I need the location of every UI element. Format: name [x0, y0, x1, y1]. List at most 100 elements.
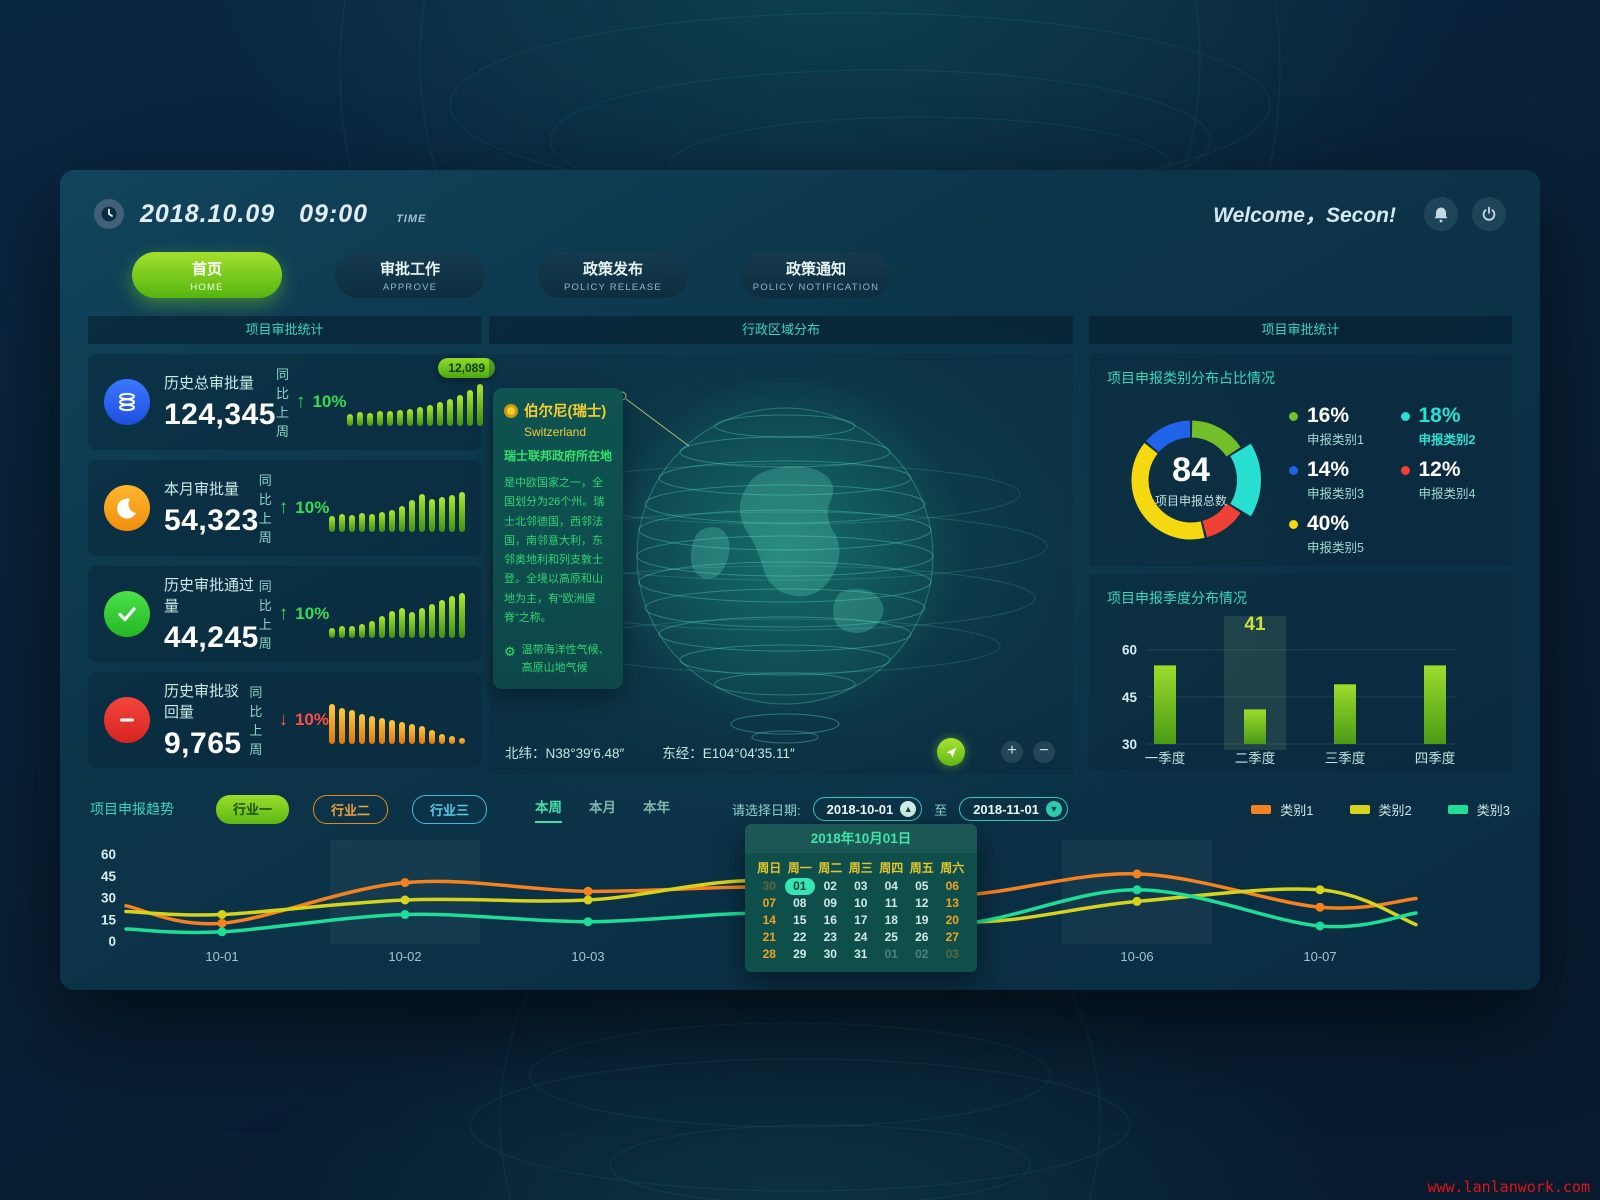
legend-item-category1[interactable]: 16% 申报类别1: [1289, 404, 1383, 448]
industry2-button[interactable]: 行业二: [313, 794, 389, 824]
svg-text:60: 60: [1122, 643, 1137, 658]
calendar-weekday: 周三: [848, 861, 873, 875]
calendar-day[interactable]: 28: [762, 947, 776, 961]
date-to-label: 至: [934, 802, 948, 818]
trend-section: 项目申报趋势 行业一 行业二 行业三 本周 本月 本年 请选择日期: 2018-…: [88, 794, 1512, 972]
compare-percent: 10%: [312, 392, 347, 411]
trend-legend-category1[interactable]: 类别1: [1251, 800, 1314, 819]
calendar-day[interactable]: 02: [915, 947, 929, 961]
calendar-day[interactable]: 16: [823, 913, 837, 927]
calendar-day[interactable]: 22: [793, 930, 807, 944]
calendar-popup: 2018年10月01日 周日 周一 周二 周三 周四 周五 周六 30 01 02 03 04 05 06…: [745, 824, 977, 972]
calendar-weekday: 周四: [879, 861, 904, 875]
legend-label: 申报类别3: [1307, 487, 1364, 502]
trend-legend-category3[interactable]: 类别3: [1447, 800, 1510, 819]
calendar-day[interactable]: 08: [793, 896, 807, 910]
zoom-out-button[interactable]: −: [1033, 741, 1055, 763]
trend-legend: 类别1 类别2 类别3: [1251, 800, 1510, 819]
donut-total-value: 84: [1172, 451, 1210, 489]
calendar-day[interactable]: 19: [915, 913, 929, 927]
legend-dot: [1289, 411, 1298, 421]
nav-policy-release[interactable]: 政策发布 POLICY RELEASE: [538, 252, 688, 298]
industry3-button[interactable]: 行业三: [412, 794, 488, 824]
nav-approve-sublabel: APPROVE: [382, 281, 438, 293]
calendar-day[interactable]: 02: [823, 879, 837, 893]
calendar-day[interactable]: 01: [784, 878, 815, 895]
tab-this-year[interactable]: 本年: [643, 799, 671, 815]
calendar-day[interactable]: 30: [762, 879, 776, 893]
legend-item-category3[interactable]: 14% 申报类别3: [1289, 458, 1383, 502]
nav-approve[interactable]: 审批工作 APPROVE: [335, 252, 485, 298]
svg-text:三季度: 三季度: [1325, 751, 1366, 766]
calendar-day[interactable]: 01: [884, 947, 898, 961]
main-nav: 首页 HOME 审批工作 APPROVE 政策发布 POLICY RELEASE…: [132, 252, 1512, 298]
legend-percent: 14%: [1307, 457, 1350, 481]
legend-dot: [1289, 520, 1298, 530]
calendar-day[interactable]: 12: [915, 896, 929, 910]
calendar-day[interactable]: 25: [884, 930, 898, 944]
calendar-day[interactable]: 09: [823, 896, 837, 910]
nav-policy-notification-label: 政策通知: [785, 260, 846, 278]
nav-policy-notification-sublabel: POLICY NOTIFICATION: [752, 281, 880, 293]
calendar-day[interactable]: 23: [823, 930, 837, 944]
svg-text:二季度: 二季度: [1235, 751, 1276, 766]
calendar-day[interactable]: 14: [762, 913, 776, 927]
nav-policy-notification[interactable]: 政策通知 POLICY NOTIFICATION: [741, 252, 891, 298]
calendar-day[interactable]: 03: [945, 947, 959, 961]
legend-percent: 12%: [1418, 457, 1461, 481]
tooltip-title: 伯尔尼(瑞士): [524, 404, 607, 420]
calendar-day[interactable]: 29: [793, 947, 807, 961]
power-button[interactable]: [1472, 197, 1506, 231]
legend-label: 申报类别4: [1418, 487, 1476, 502]
tab-this-week[interactable]: 本周: [535, 796, 563, 823]
calendar-day[interactable]: 27: [945, 930, 959, 944]
compare-label: 同比上周: [258, 579, 272, 651]
top-bar: 2018.10.09 09:00 TIME Welcome，Secon!: [88, 192, 1512, 236]
calendar-day[interactable]: 31: [854, 947, 868, 961]
bell-icon: [1434, 207, 1448, 222]
locate-button[interactable]: [937, 738, 965, 766]
calendar-day[interactable]: 11: [884, 896, 898, 910]
nav-home[interactable]: 首页 HOME: [132, 252, 282, 298]
legend-item-category2[interactable]: 18% 申报类别2: [1400, 404, 1495, 448]
date-from-picker[interactable]: 2018-10-01 ▲: [812, 797, 923, 821]
stat-title: 历史审批驳回量: [164, 682, 240, 721]
calendar-day[interactable]: 04: [884, 879, 898, 893]
calendar-day[interactable]: 21: [762, 930, 776, 944]
tab-this-month[interactable]: 本月: [589, 799, 617, 815]
legend-item-category5[interactable]: 40% 申报类别5: [1289, 512, 1383, 556]
calendar-day[interactable]: 18: [884, 913, 898, 927]
calendar-day[interactable]: 20: [945, 913, 959, 927]
calendar-day[interactable]: 03: [854, 879, 868, 893]
calendar-day[interactable]: 05: [915, 879, 929, 893]
stat-card-month-approvals: 本月审批量 54,323 同比上周 ↑ 10%: [88, 460, 481, 556]
date-to-picker[interactable]: 2018-11-01 ▼: [959, 797, 1068, 821]
stat-value: 54,323: [164, 504, 259, 537]
notifications-button[interactable]: [1424, 197, 1458, 231]
calendar-day[interactable]: 15: [793, 913, 807, 927]
calendar-day[interactable]: 26: [915, 930, 929, 944]
legend-swatch: [1349, 804, 1370, 814]
calendar-day[interactable]: 17: [854, 913, 868, 927]
calendar-day[interactable]: 13: [945, 896, 959, 910]
zoom-in-button[interactable]: +: [1001, 741, 1023, 763]
date-text: 2018.10.09: [140, 199, 276, 228]
tooltip-description: 是中欧国家之一，全国划分为26个州。瑞士北邻德国，西邻法国，南邻意大利，东邻奥地…: [504, 477, 605, 624]
legend-percent: 16%: [1307, 403, 1350, 427]
calendar-day[interactable]: 06: [945, 879, 959, 893]
calendar-day[interactable]: 30: [823, 947, 837, 961]
sparkline-chart: [329, 696, 465, 744]
calendar-day[interactable]: 07: [762, 896, 776, 910]
trend-legend-category2[interactable]: 类别2: [1349, 800, 1412, 819]
globe-visualization[interactable]: [489, 354, 1073, 774]
stat-value: 9,765: [164, 726, 242, 760]
category-distribution-panel: 项目申报类别分布占比情况 84 项目申报总数 16% 申报类别1: [1089, 354, 1512, 566]
industry1-button[interactable]: 行业一: [216, 794, 290, 824]
legend-item-category4[interactable]: 12% 申报类别4: [1400, 457, 1495, 502]
calendar-day[interactable]: 24: [854, 930, 868, 944]
datetime: 2018.10.09 09:00 TIME: [140, 200, 426, 229]
calendar-day[interactable]: 10: [854, 896, 868, 910]
tooltip-tagline: 瑞士联邦政府所在地: [504, 449, 613, 463]
svg-text:45: 45: [1122, 690, 1138, 705]
compare-label: 同比上周: [249, 685, 263, 757]
